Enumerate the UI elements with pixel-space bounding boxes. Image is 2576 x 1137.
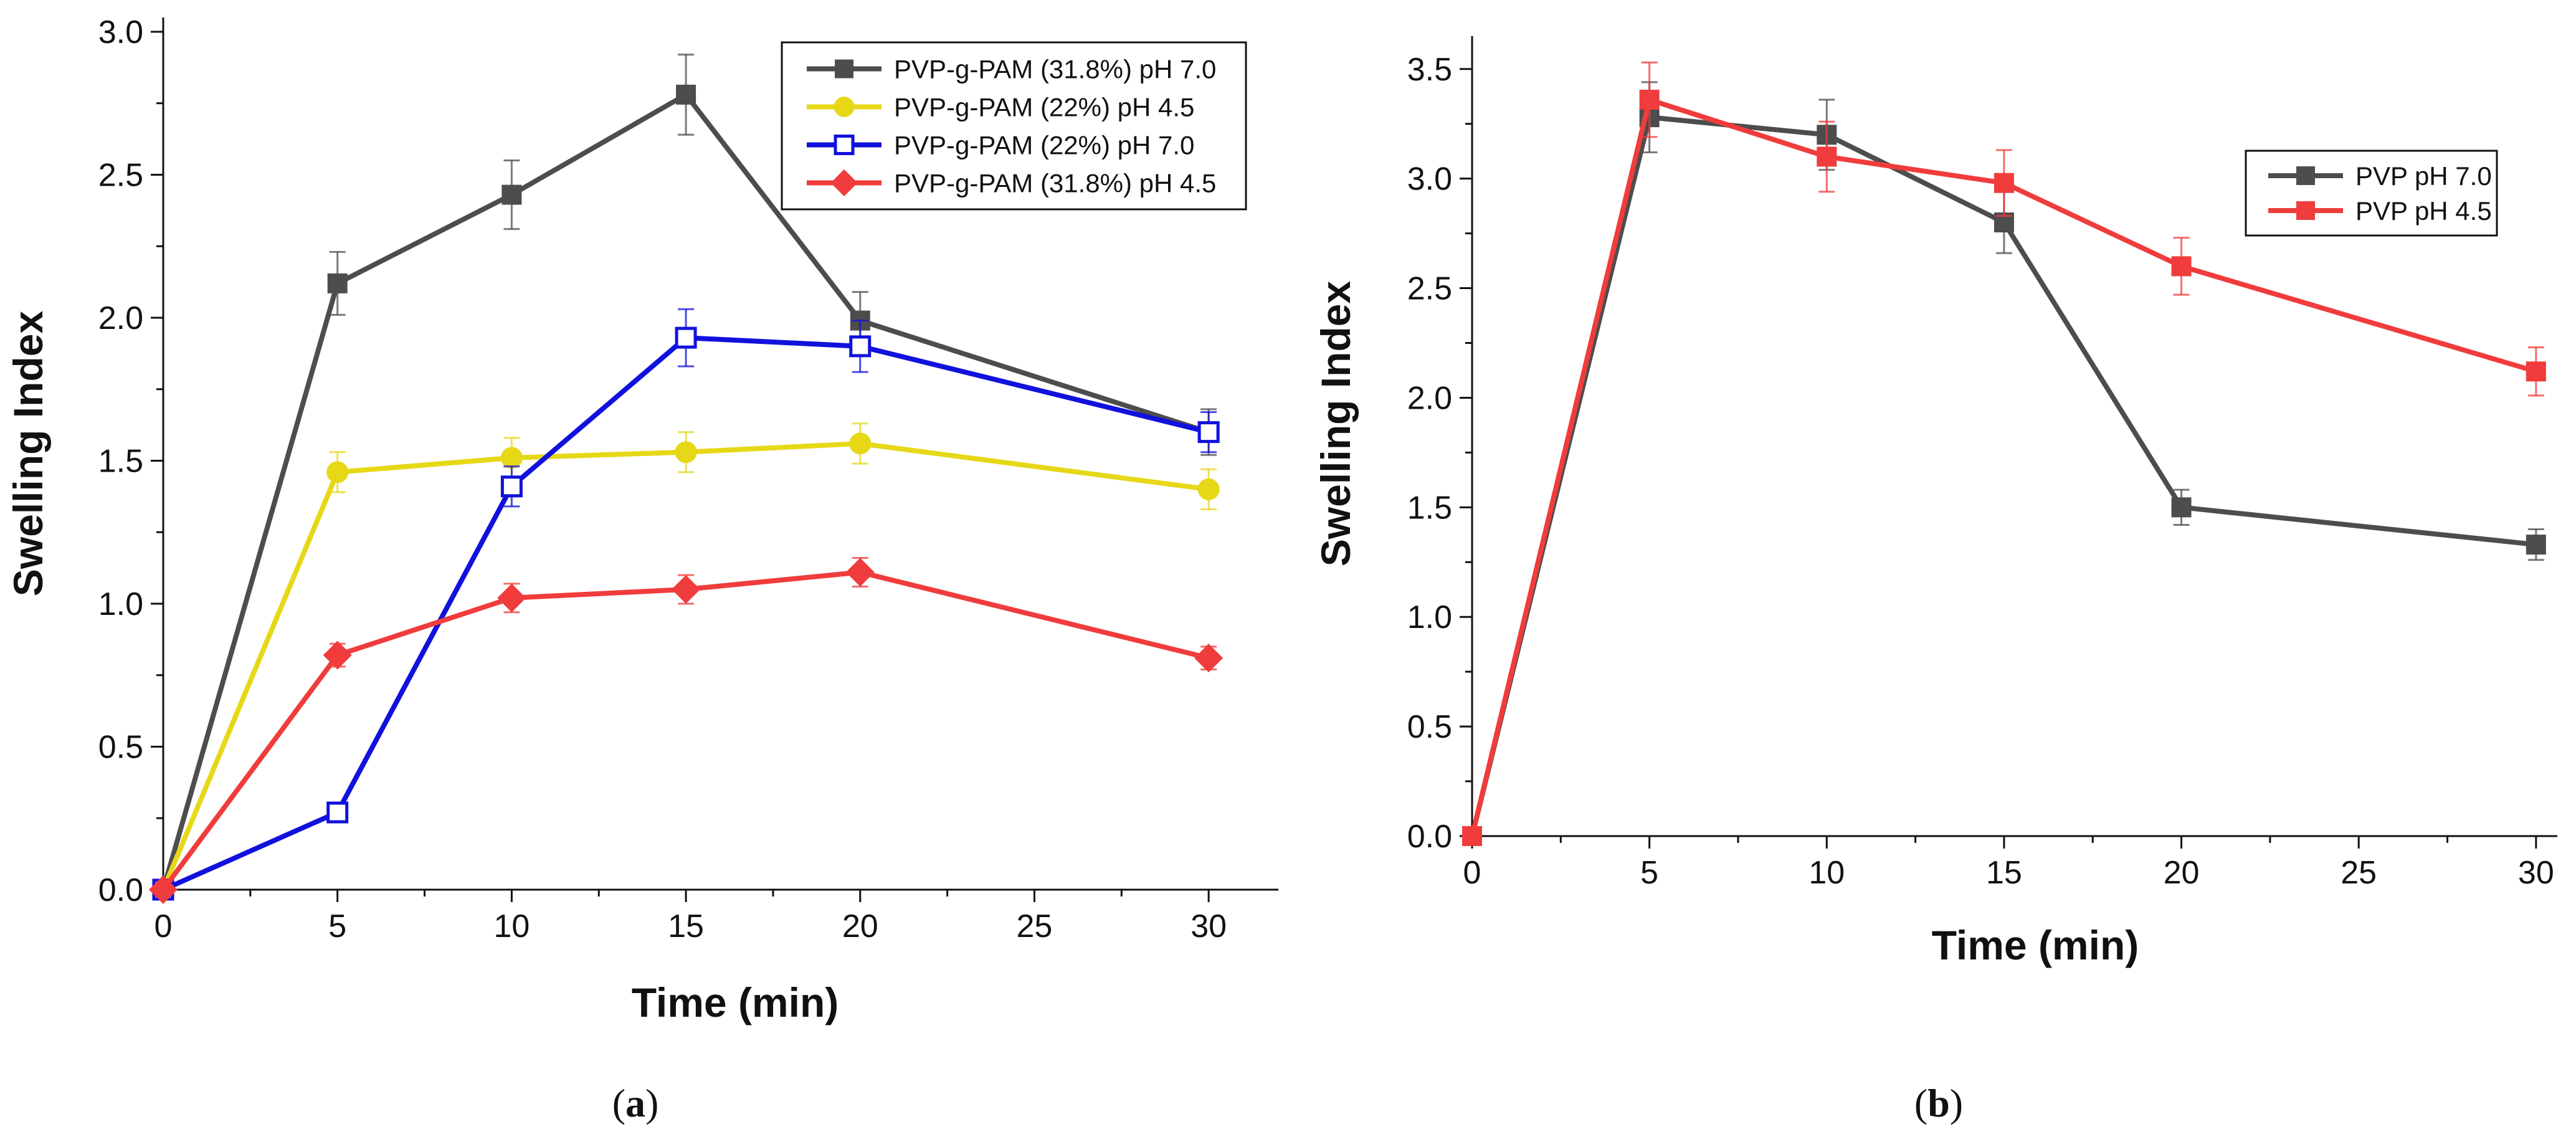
data-point [2171, 497, 2192, 518]
legend-marker [2296, 201, 2315, 220]
caption-letter: b [1927, 1081, 1950, 1125]
series-line [161, 569, 1210, 892]
data-point [1194, 644, 1224, 673]
x-tick-label: 30 [1191, 908, 1227, 944]
legend-label: PVP-g-PAM (22%) pH 7.0 [894, 131, 1194, 160]
legend-marker [834, 97, 855, 117]
data-point [2526, 535, 2546, 555]
series-pvp-g-pam-31-8-ph-4-5 [148, 557, 1224, 905]
y-axis-title: Swelling Index [5, 311, 51, 597]
caption-close: ) [645, 1081, 658, 1125]
y-tick-label: 1.0 [98, 586, 143, 622]
legend-marker [830, 169, 858, 197]
x-tick-label: 0 [154, 908, 173, 944]
data-point [2526, 361, 2546, 382]
series-pvp-ph-4-5 [1462, 61, 2546, 846]
x-tick-label: 15 [668, 908, 704, 944]
caption-close: ) [1950, 1081, 1963, 1125]
data-point [1994, 173, 2014, 193]
x-tick-label: 0 [1463, 855, 1481, 891]
y-tick-label: 0.5 [98, 729, 143, 765]
data-point [497, 583, 526, 612]
y-tick-label: 3.5 [1407, 52, 1452, 88]
caption-letter: a [625, 1081, 645, 1125]
data-point [148, 875, 178, 905]
y-tick-label: 0.5 [1407, 709, 1452, 745]
y-tick-label: 0.0 [1407, 819, 1452, 855]
data-point [327, 273, 348, 293]
x-tick-label: 10 [1808, 855, 1845, 891]
x-tick-label: 20 [842, 908, 878, 944]
data-point [675, 326, 697, 349]
series-pvp-g-pam-22-ph-7-0 [152, 308, 1220, 901]
data-point [501, 184, 522, 205]
x-tick-label: 20 [2164, 855, 2200, 891]
data-point [326, 801, 349, 824]
series-line [1470, 115, 2537, 837]
data-point [323, 640, 352, 670]
y-axis-title: Swelling Index [1313, 281, 1359, 567]
y-tick-label: 1.5 [98, 443, 143, 479]
data-point [676, 84, 696, 105]
legend-box [2245, 150, 2498, 237]
data-point [1639, 90, 1660, 110]
y-tick-label: 2.0 [98, 300, 143, 336]
data-point [1197, 478, 1220, 500]
legend-label: PVP pH 7.0 [2355, 161, 2492, 191]
y-tick-label: 3.0 [98, 14, 143, 50]
chart-panel-b: 0.0 0.5 1.0 1.5 2.0 2.5 3.0 3.5 0 5 10 15 20 25 30 Swel… [1313, 36, 2557, 1125]
x-tick-label: 25 [1017, 908, 1053, 944]
x-axis-title: Time (min) [632, 979, 839, 1025]
x-tick-label: 5 [1640, 855, 1658, 891]
data-point [1817, 146, 1837, 167]
chart-panel-a: 0.0 0.5 1.0 1.5 2.0 2.5 3.0 0 5 10 15 20 25 30 Swellin… [5, 14, 1278, 1125]
legend-marker [835, 59, 853, 78]
legend-label: PVP pH 4.5 [2355, 196, 2492, 226]
data-point [849, 335, 872, 358]
x-tick-label: 25 [2341, 855, 2377, 891]
data-point [1462, 826, 1482, 846]
legend-marker [2296, 166, 2315, 185]
y-tick-label: 3.0 [1407, 161, 1452, 197]
y-tick-label: 0.0 [98, 872, 143, 908]
y-tick-label: 2.5 [98, 157, 143, 193]
x-axis-title: Time (min) [1932, 922, 2139, 968]
data-point [326, 461, 349, 483]
series-line [1470, 97, 2537, 837]
legend-label: PVP-g-PAM (22%) pH 4.5 [894, 93, 1194, 122]
series-line [161, 92, 1210, 891]
series-pvp-g-pam-22-ph-4-5 [152, 422, 1220, 901]
legend: PVP pH 7.0 PVP pH 4.5 [2245, 150, 2498, 237]
data-point [500, 447, 523, 469]
legend: PVP-g-PAM (31.8%) pH 7.0 PVP-g-PAM (22%) … [781, 41, 1247, 211]
panel-caption: (a) [612, 1081, 659, 1125]
caption-open: ( [612, 1081, 625, 1125]
x-tick-label: 10 [493, 908, 530, 944]
x-tick-label: 15 [1986, 855, 2022, 891]
data-point [849, 432, 872, 455]
data-point [675, 441, 697, 464]
x-tick-label: 5 [328, 908, 346, 944]
legend-marker [834, 135, 855, 155]
legend-label: PVP-g-PAM (31.8%) pH 7.0 [894, 55, 1216, 84]
y-tick-label: 1.5 [1407, 490, 1452, 526]
y-tick-label: 1.0 [1407, 599, 1452, 635]
data-point [672, 575, 701, 604]
series-line [161, 440, 1209, 891]
data-point [500, 475, 523, 498]
data-point [1197, 421, 1220, 444]
data-point [845, 558, 875, 587]
data-point [2171, 256, 2192, 277]
caption-open: ( [1914, 1081, 1927, 1125]
panel-caption: (b) [1914, 1081, 1963, 1125]
series-line [162, 335, 1210, 892]
y-tick-label: 2.0 [1407, 380, 1452, 416]
legend-label: PVP-g-PAM (31.8%) pH 4.5 [894, 169, 1216, 198]
y-tick-label: 2.5 [1407, 271, 1452, 307]
x-tick-label: 30 [2518, 855, 2554, 891]
